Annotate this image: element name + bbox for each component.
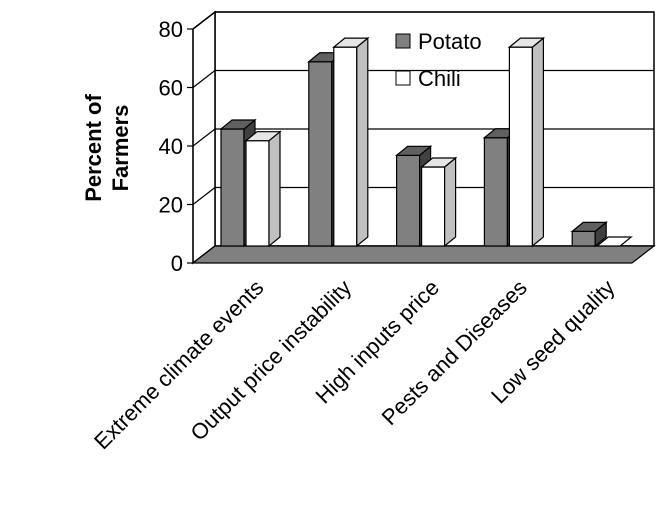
y-tick-label: 60	[159, 76, 183, 101]
bar-chili-0	[244, 130, 282, 248]
bar-chili-4	[595, 236, 633, 247]
x-category-label: Pests and Diseases	[377, 275, 532, 430]
legend-label-potato: Potato	[418, 29, 482, 54]
y-axis-label-line-2: Farmers	[108, 105, 133, 192]
y-tick-label: 40	[159, 134, 183, 159]
gridline	[192, 69, 654, 88]
bar-chili-2	[419, 156, 458, 248]
legend: Potato Chili	[395, 29, 482, 91]
bar-potato-4	[570, 221, 608, 248]
y-tick-labels: 0 20 40 60 80	[159, 17, 194, 276]
bar-chili-3	[507, 36, 546, 248]
legend-swatch-potato	[395, 33, 411, 49]
y-axis-label-line-1: Percent of	[81, 94, 106, 202]
legend-label-chili: Chili	[418, 66, 461, 91]
gridline	[192, 11, 654, 30]
floor-plane	[191, 245, 656, 264]
y-tick-label: 80	[159, 17, 183, 42]
y-axis-label: Percent of Farmers	[81, 94, 133, 202]
x-category-label: Output price instability	[186, 275, 357, 446]
bar-chili-1	[332, 36, 370, 248]
chart-floor	[191, 245, 656, 264]
y-tick-label: 0	[171, 251, 183, 276]
bars	[219, 36, 633, 248]
legend-swatch-chili	[395, 70, 411, 86]
x-category-label: Extreme climate events	[89, 275, 268, 454]
y-tick-label: 20	[159, 193, 183, 218]
